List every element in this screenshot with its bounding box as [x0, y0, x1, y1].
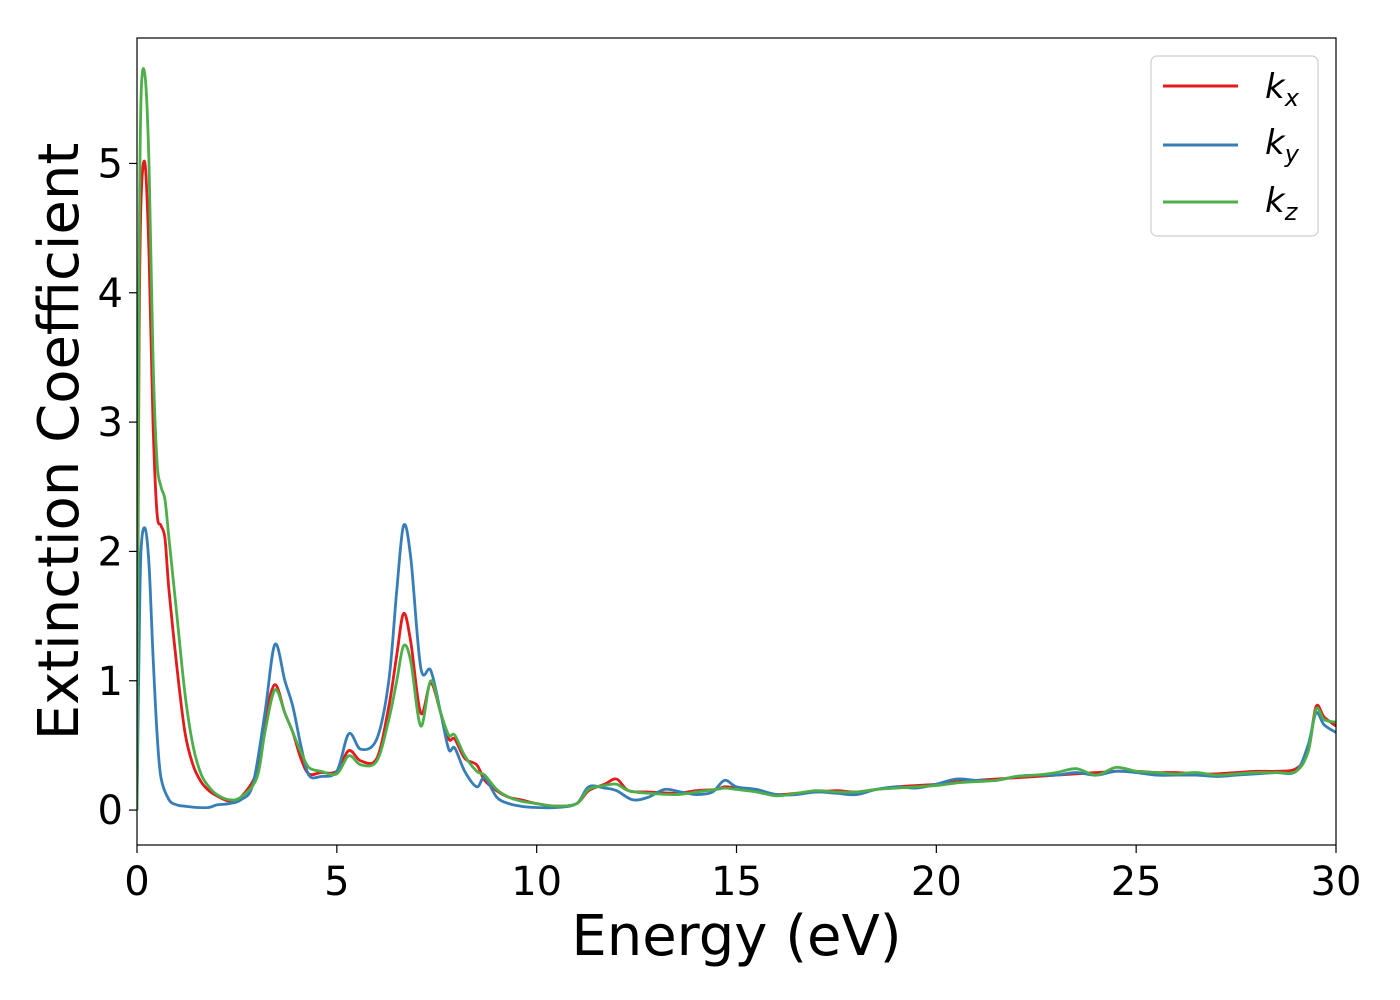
y-axis-title: Extinction Coefficient [27, 143, 92, 741]
y-tick-label: 1 [98, 659, 123, 705]
plot-frame [136, 37, 1337, 846]
x-tick-label: 10 [511, 859, 562, 905]
x-tick-label: 20 [911, 859, 962, 905]
legend: kx ky kz [1150, 55, 1319, 237]
legend-label-kz: kz [1265, 181, 1299, 226]
legend-label-ky: ky [1265, 123, 1300, 168]
y-tick-label: 0 [98, 788, 123, 834]
y-tick-label: 5 [98, 141, 123, 187]
x-tick-label: 0 [124, 859, 149, 905]
series-layer [137, 67, 1336, 811]
x-axis-title: Energy (eV) [571, 904, 901, 969]
ticks-layer: 0 5 10 15 20 25 30 0 1 2 3 4 5 [98, 141, 1362, 905]
y-tick-label: 3 [98, 400, 123, 446]
legend-label-kx: kx [1265, 67, 1300, 112]
y-tick-label: 2 [98, 529, 123, 575]
x-tick-label: 25 [1111, 859, 1162, 905]
x-tick-label: 30 [1311, 859, 1362, 905]
series-line-kx [137, 159, 1336, 811]
y-tick-label: 4 [98, 271, 123, 317]
series-line-ky [137, 523, 1336, 811]
series-line-kz [137, 67, 1336, 811]
x-tick-label: 5 [324, 859, 349, 905]
x-tick-label: 15 [711, 859, 762, 905]
